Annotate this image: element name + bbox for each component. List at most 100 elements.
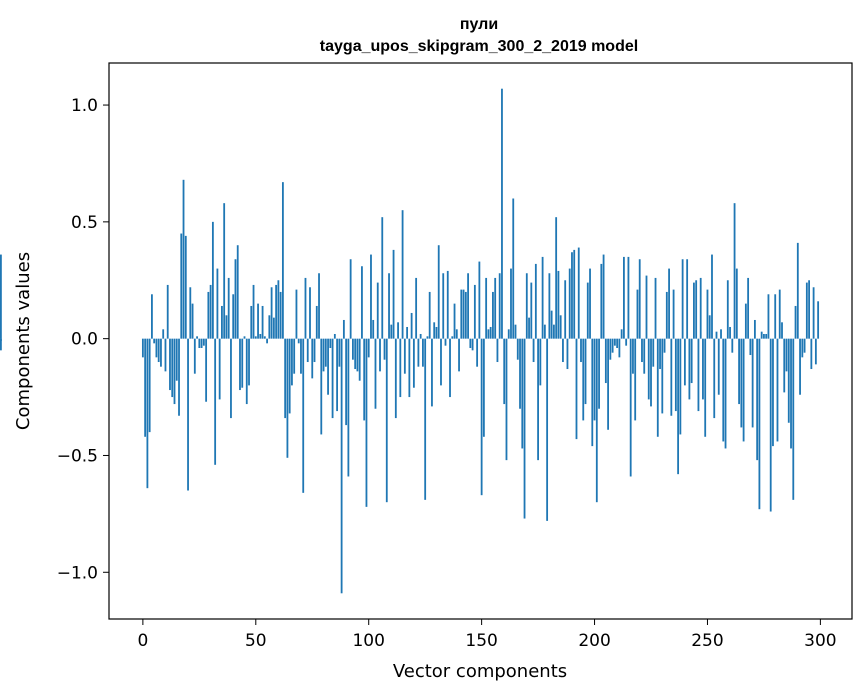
- x-tick-label: 0: [137, 631, 148, 651]
- bar-289: [794, 305, 797, 339]
- bar-91: [347, 338, 350, 477]
- bar-86: [336, 338, 338, 412]
- bar-99: [365, 338, 368, 507]
- bar-223: [645, 275, 648, 339]
- bar-38: [227, 277, 230, 339]
- bar-190: [571, 252, 573, 339]
- bar-264: [738, 338, 740, 405]
- bar-10: [164, 338, 167, 372]
- bar-156: [494, 277, 497, 339]
- bar-225: [650, 338, 652, 407]
- bar-251: [708, 315, 711, 339]
- bar-149: [478, 261, 481, 339]
- bar-157: [496, 338, 499, 363]
- bar-13: [171, 338, 174, 398]
- bar-291: [799, 338, 801, 395]
- bar-36: [223, 203, 226, 339]
- bar-31: [211, 221, 214, 339]
- bar-130: [435, 326, 438, 339]
- bar-undefined: [0, 338, 2, 341]
- bar-241: [686, 259, 689, 339]
- bar-158: [498, 273, 501, 339]
- bar-200: [593, 338, 596, 421]
- bar-161: [505, 338, 508, 461]
- bar-105: [379, 338, 381, 372]
- bar-60: [277, 280, 280, 339]
- bar-271: [753, 319, 756, 339]
- bar-212: [620, 329, 623, 339]
- bar-19: [184, 235, 187, 339]
- bar-108: [385, 338, 388, 503]
- bar-73: [306, 338, 309, 363]
- bar-78: [318, 273, 320, 339]
- bar-128: [431, 338, 433, 407]
- bar-186: [562, 338, 564, 363]
- bar-154: [489, 326, 492, 339]
- bar-180: [548, 273, 551, 339]
- bar-66: [291, 338, 293, 386]
- bar-288: [792, 338, 795, 500]
- bar-178: [543, 324, 546, 339]
- bar-261: [731, 338, 734, 353]
- bar-189: [568, 268, 571, 339]
- bar-245: [695, 280, 698, 339]
- bar-76: [313, 338, 316, 363]
- bar-125: [424, 338, 427, 500]
- bar-88: [340, 338, 343, 594]
- bar-77: [315, 305, 318, 339]
- bar-63: [284, 338, 287, 419]
- bar-218: [634, 338, 637, 421]
- bar-121: [415, 277, 418, 339]
- bar-72: [304, 277, 307, 339]
- bar-33: [216, 268, 219, 339]
- bar-93: [352, 338, 354, 360]
- bar-171: [528, 317, 530, 339]
- bar-277: [767, 294, 770, 339]
- bar-143: [464, 291, 467, 339]
- bar-131: [437, 245, 440, 339]
- bar-53: [261, 305, 264, 339]
- bar-257: [722, 338, 725, 442]
- bar-137: [451, 336, 454, 339]
- bar-297: [812, 287, 815, 339]
- bar-258: [724, 338, 727, 449]
- bar-276: [765, 333, 768, 339]
- bar-106: [381, 217, 384, 339]
- x-tick-label: 50: [245, 631, 267, 651]
- bar-140: [458, 338, 460, 372]
- bar-181: [550, 310, 553, 339]
- bar-290: [796, 242, 799, 339]
- bar-119: [410, 312, 413, 339]
- bar-18: [182, 179, 185, 339]
- bar-87: [338, 338, 341, 367]
- bar-233: [668, 268, 670, 339]
- bar-279: [772, 338, 774, 447]
- bar-299: [817, 301, 820, 339]
- x-tick-label: 100: [352, 631, 384, 651]
- bar-26: [200, 338, 203, 348]
- bar-141: [460, 289, 463, 339]
- bar-296: [810, 338, 813, 370]
- bar-107: [383, 338, 386, 360]
- chart-subtitle: tayga_upos_skipgram_300_2_2019 model: [320, 38, 638, 55]
- bar-192: [575, 338, 578, 440]
- x-tick-label: 300: [804, 631, 836, 651]
- bar-236: [674, 338, 677, 412]
- bar-187: [564, 280, 567, 339]
- bar-50: [254, 336, 257, 339]
- bar-204: [602, 254, 605, 339]
- bar-148: [476, 338, 479, 367]
- bar-292: [801, 338, 804, 358]
- bar-163: [510, 268, 512, 339]
- bar-118: [408, 338, 411, 398]
- bar-23: [193, 338, 196, 374]
- bars-group: [0, 88, 820, 594]
- bar-259: [726, 280, 729, 339]
- bar-249: [704, 338, 707, 437]
- bar-89: [342, 319, 345, 339]
- bar-269: [749, 338, 752, 356]
- bar-80: [322, 338, 325, 372]
- x-tick-label: 200: [578, 631, 610, 651]
- bar-42: [236, 245, 239, 339]
